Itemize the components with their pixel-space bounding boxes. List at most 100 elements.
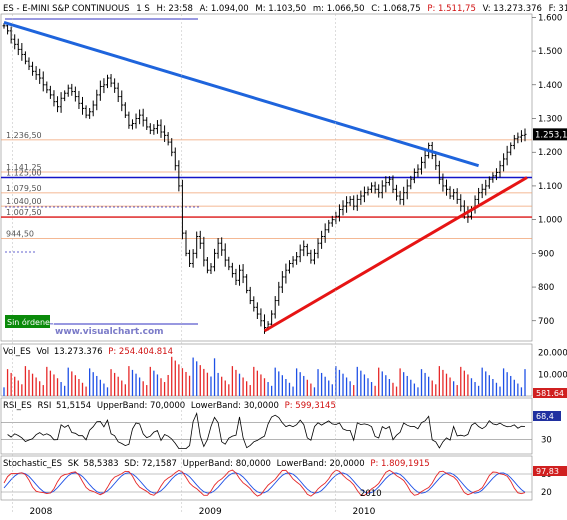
price-bar (148, 123, 152, 135)
price-bar (227, 256, 231, 271)
price-bar (180, 179, 184, 240)
price-bar (45, 81, 49, 94)
price-bar (238, 264, 242, 286)
rsi-panel[interactable]: RSI_ES RSI 51,5154 UpperBand: 70,0000 Lo… (0, 397, 561, 455)
price-bar (494, 168, 498, 181)
price-bar (52, 90, 56, 107)
price-bar (355, 194, 359, 211)
rsi-panel-border (0, 397, 533, 455)
price-bar (102, 78, 106, 94)
price-bar (27, 57, 31, 71)
price-bar (241, 264, 245, 284)
header-symbol: ES - E-MINI S&P CONTINUOUS 1 S H: 23:58 … (3, 4, 567, 14)
price-bar (298, 244, 302, 263)
price-bar (512, 134, 516, 150)
price-bar (455, 188, 459, 204)
price-bar (441, 173, 445, 192)
stochastic-legend: Stochastic_ES SK 58,5383 SD: 72,1587 Upp… (3, 459, 430, 469)
price-bar (91, 100, 95, 117)
price-bar (138, 109, 142, 125)
uptrend-line[interactable] (263, 176, 528, 333)
downtrend-line[interactable] (3, 20, 480, 168)
price-bar (105, 74, 109, 89)
price-bar (170, 138, 174, 157)
price-bar (223, 243, 227, 267)
price-bar (248, 286, 252, 305)
price-bar (38, 68, 42, 84)
price-bar (484, 179, 488, 196)
price-bar (345, 196, 349, 213)
price-bar (127, 111, 131, 129)
price-bar (519, 130, 523, 143)
price-bar (209, 263, 213, 274)
price-bar (330, 215, 334, 227)
volume-panel[interactable]: Vol_ES Vol 13.273.376 P: 254.404.814 20.… (0, 343, 567, 398)
price-bar (498, 160, 502, 178)
price-bar (166, 132, 170, 146)
price-bar (13, 34, 17, 50)
price-ytick-label: 900 (538, 249, 554, 259)
price-bar (234, 268, 238, 286)
stochastic-panel-border (0, 455, 533, 501)
level-label: 1.141,25 (6, 163, 42, 172)
price-bar (384, 176, 388, 193)
price-bar (23, 51, 27, 65)
last-price-label: 1.253,1 (535, 130, 567, 140)
price-bar (516, 132, 520, 144)
price-bar (395, 184, 399, 201)
price-ytick-label: 1.500 (538, 47, 562, 57)
price-bar (145, 117, 149, 131)
price-bar (523, 128, 527, 142)
price-bar (34, 66, 38, 80)
price-bar (412, 168, 416, 184)
price-bar (448, 186, 452, 200)
price-ytick-label: 800 (538, 283, 554, 293)
price-bar (452, 188, 456, 200)
price-bar (255, 302, 259, 319)
price-ytick-label: 1.400 (538, 81, 562, 91)
volume-ytick-label: 20.000 (538, 349, 567, 359)
volume-ytick-label: 10.000 (538, 370, 567, 380)
price-panel[interactable]: 1.236,50 1.141,251.125,00 1.079,50 1.040,00… (0, 13, 567, 342)
price-bar (312, 249, 316, 265)
price-bar (70, 83, 74, 96)
stochastic-panel[interactable]: Stochastic_ES SK 58,5383 SD: 72,1587 Upp… (0, 455, 567, 501)
level-label: 1.125,00 (6, 169, 42, 178)
price-bar (109, 74, 113, 88)
price-bar (59, 92, 63, 113)
price-bar (270, 310, 274, 328)
price-ytick-label: 1.300 (538, 115, 562, 125)
price-bar (66, 84, 70, 97)
price-bar (152, 124, 156, 135)
rsi-ytick-label: 30 (541, 435, 552, 445)
price-bar (63, 90, 67, 102)
price-bar (230, 262, 234, 278)
volume-marker-label: 581.64 (536, 389, 564, 398)
rsi-line (7, 411, 526, 450)
price-bar (409, 175, 413, 190)
price-bar (198, 230, 202, 249)
price-bar (459, 194, 463, 212)
price-bar (348, 196, 352, 207)
price-bar (81, 96, 85, 115)
rsi-legend: RSI_ES RSI 51,5154 UpperBand: 70,0000 Lo… (3, 401, 336, 411)
price-bar (188, 249, 192, 268)
price-bar (98, 80, 102, 101)
price-bar (184, 230, 188, 257)
price-bar (398, 190, 402, 205)
price-bar (95, 89, 99, 111)
price-bar (416, 164, 420, 178)
price-bar (159, 119, 163, 138)
x-tick-label-inner: 2010 (360, 489, 382, 499)
price-bar (220, 237, 224, 256)
price-bar (73, 86, 77, 102)
stoch-marker-label: 97,83 (536, 467, 559, 476)
x-tick-label: 2008 (29, 507, 52, 517)
stoch-sd-line (3, 472, 526, 494)
price-bar (291, 256, 295, 268)
price-bar (309, 249, 313, 264)
order-badge[interactable] (5, 315, 50, 328)
stoch-sk-line (3, 469, 526, 497)
